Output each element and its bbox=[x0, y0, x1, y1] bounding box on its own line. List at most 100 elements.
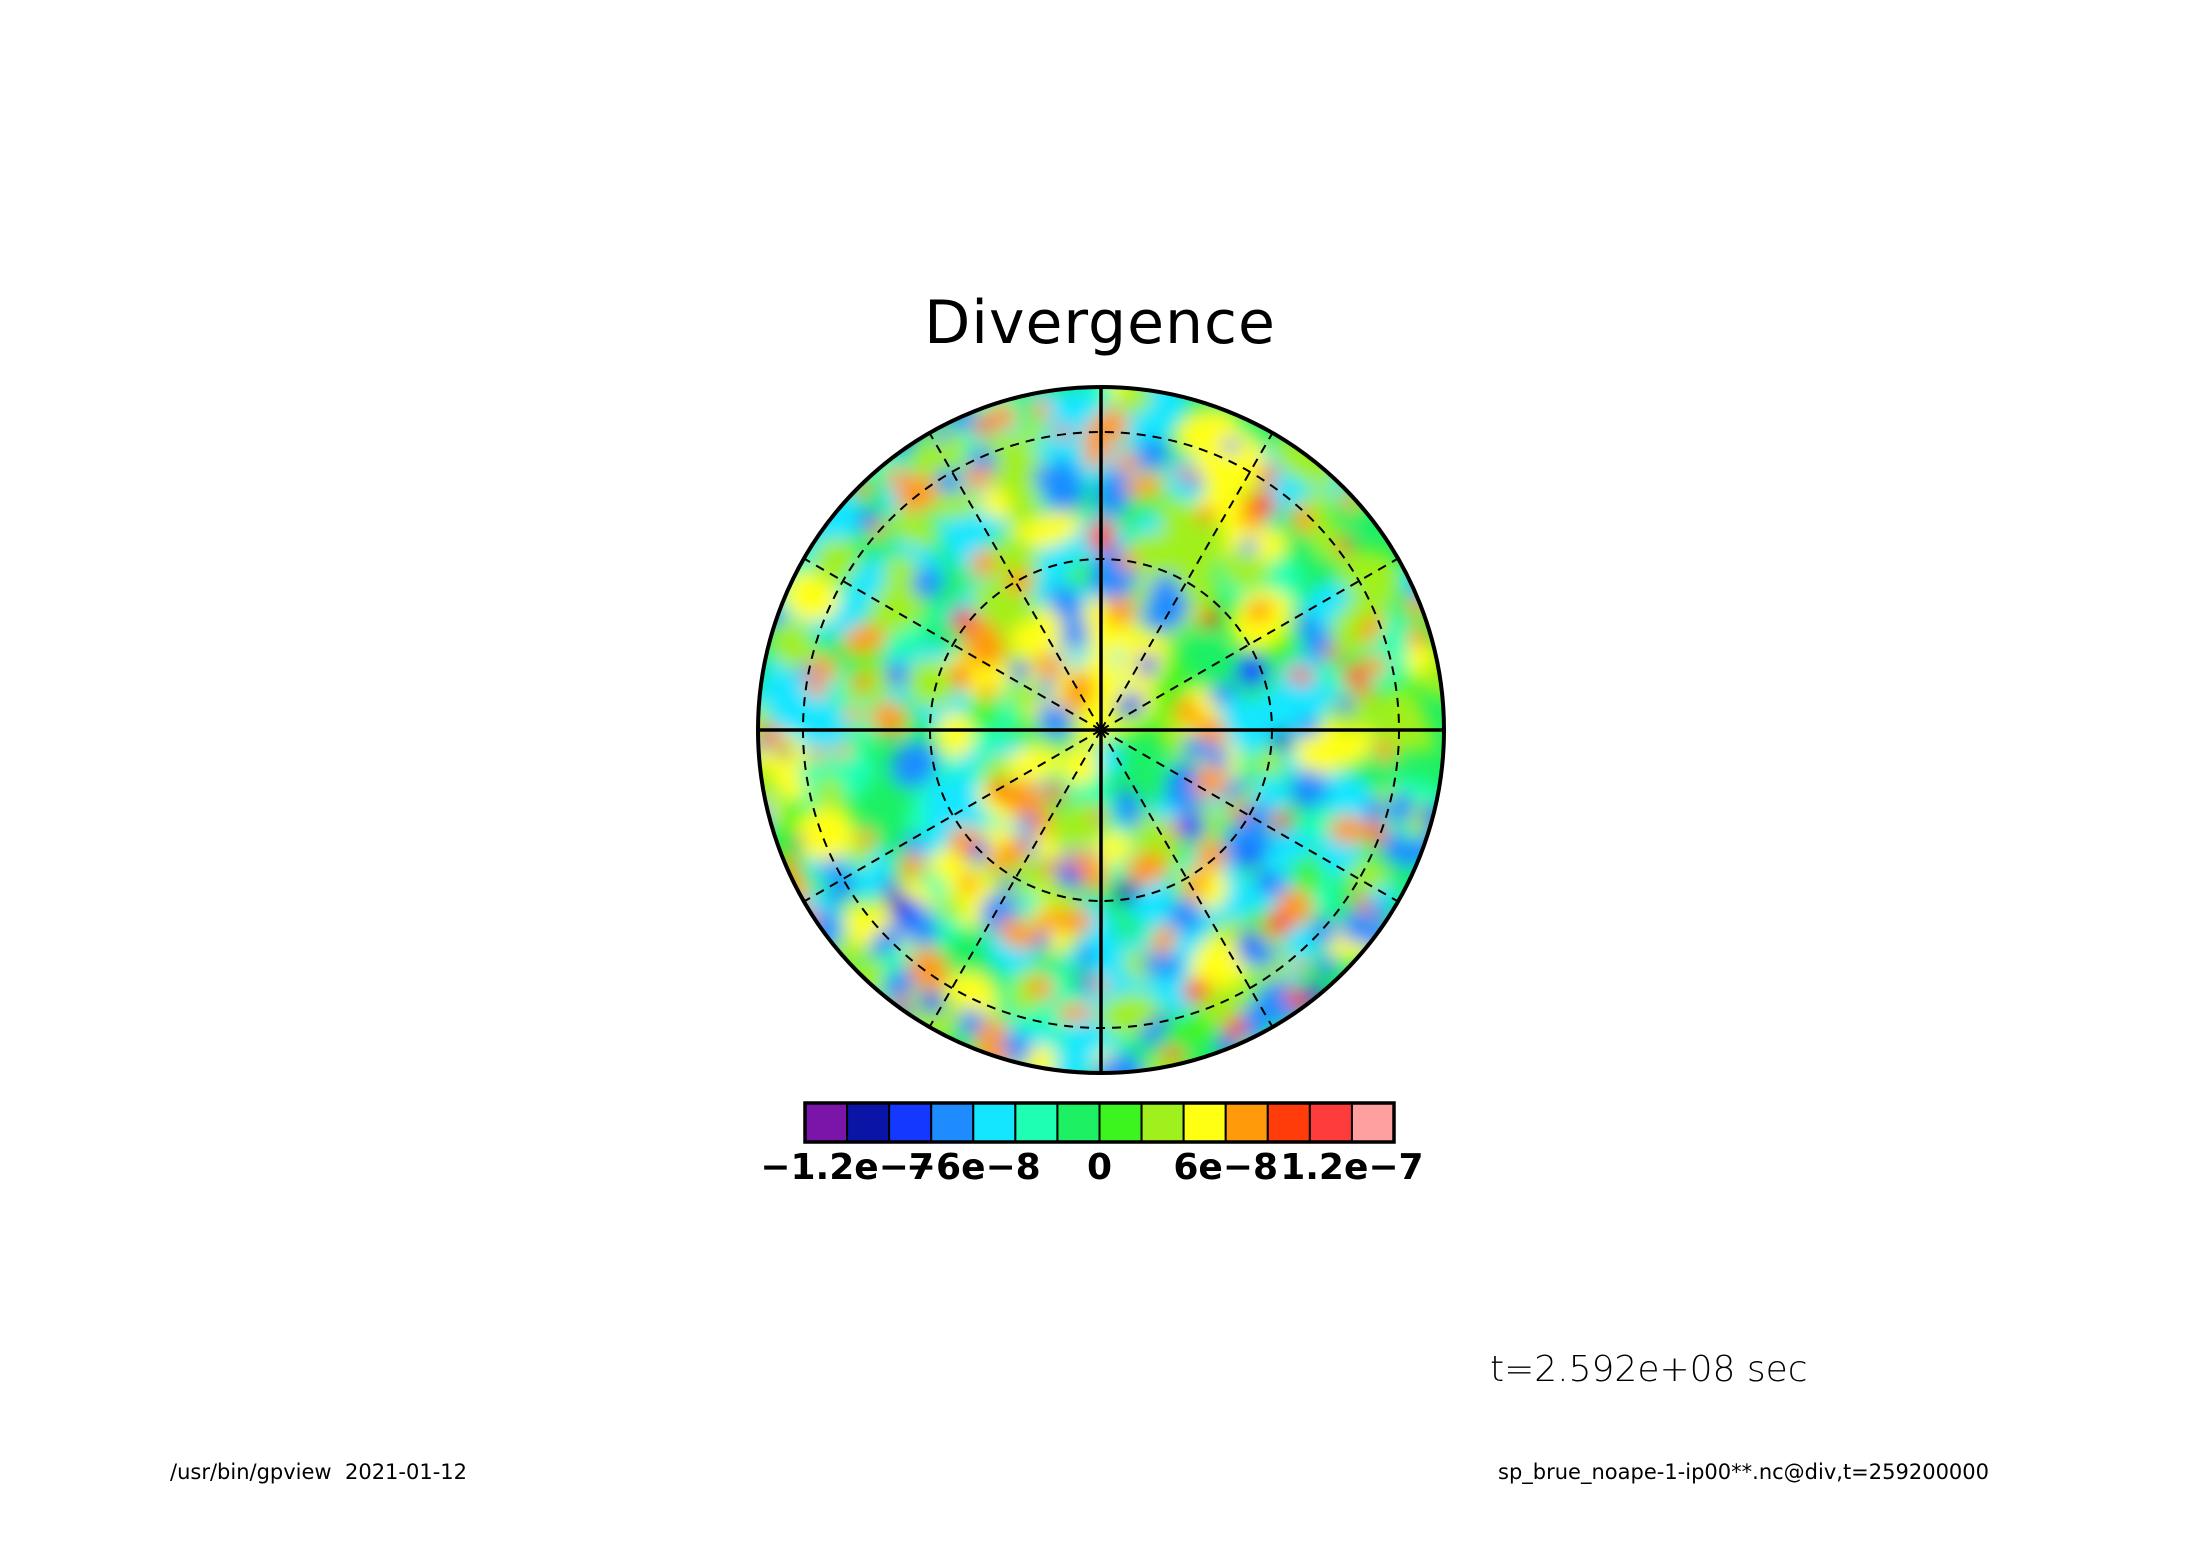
field-blob bbox=[1337, 697, 1355, 713]
field-blob bbox=[869, 701, 907, 737]
field-blob bbox=[1222, 820, 1272, 868]
field-blob bbox=[889, 509, 937, 547]
field-blob bbox=[1138, 1023, 1162, 1046]
field-blob bbox=[1055, 425, 1071, 440]
colorbar-swatch bbox=[1098, 1102, 1143, 1143]
field-blob bbox=[1072, 851, 1107, 891]
field-blob bbox=[1251, 491, 1277, 516]
field-blob bbox=[1057, 864, 1080, 888]
field-blob bbox=[1033, 908, 1062, 934]
colorbar-swatch bbox=[1182, 1102, 1227, 1143]
field-blob bbox=[1000, 837, 1029, 867]
field-blob bbox=[1020, 421, 1048, 445]
field-blob bbox=[858, 827, 875, 848]
field-blob bbox=[1034, 931, 1051, 951]
field-blob bbox=[1316, 954, 1338, 976]
field-blob bbox=[1168, 898, 1204, 933]
colorbar-swatch bbox=[804, 1102, 849, 1143]
field-blob bbox=[1221, 777, 1247, 801]
field-blob bbox=[1201, 764, 1227, 796]
field-blob bbox=[1142, 588, 1190, 632]
field-blob bbox=[1134, 438, 1170, 472]
field-blob bbox=[1137, 879, 1175, 930]
field-blob bbox=[1240, 850, 1261, 868]
field-blob bbox=[1259, 830, 1314, 868]
field-blob bbox=[983, 754, 1015, 786]
field-blob bbox=[1160, 1046, 1186, 1062]
field-blob bbox=[895, 474, 938, 513]
field-blob bbox=[1184, 868, 1207, 901]
field-blob bbox=[1007, 746, 1061, 781]
field-blob bbox=[1293, 958, 1309, 974]
field-blob bbox=[1035, 653, 1064, 678]
field-blob bbox=[1007, 1039, 1029, 1065]
field-blob bbox=[827, 873, 855, 906]
field-blob bbox=[809, 655, 839, 681]
field-blob bbox=[803, 677, 827, 699]
field-blob bbox=[1225, 1015, 1247, 1040]
field-blob bbox=[1176, 465, 1194, 482]
field-blob bbox=[1271, 809, 1291, 830]
field-blob bbox=[1358, 614, 1383, 643]
field-blob bbox=[808, 746, 827, 762]
field-blob bbox=[1059, 619, 1090, 650]
field-blob bbox=[1196, 840, 1227, 872]
field-blob bbox=[1363, 655, 1387, 677]
field-blob bbox=[977, 684, 999, 699]
field-blob bbox=[883, 555, 919, 591]
field-blob bbox=[1220, 783, 1258, 818]
field-blob bbox=[987, 403, 1017, 430]
colorbar-swatch bbox=[1350, 1102, 1396, 1143]
field-blob bbox=[1199, 609, 1220, 629]
field-blob bbox=[1422, 656, 1444, 700]
field-blob bbox=[1264, 911, 1293, 937]
map-boundary bbox=[756, 385, 1446, 1075]
colorbar-swatch bbox=[1140, 1102, 1185, 1143]
field-blob bbox=[902, 834, 924, 857]
map-grid bbox=[756, 385, 1446, 1075]
field-blob bbox=[1321, 648, 1343, 659]
field-blob bbox=[906, 658, 958, 708]
field-blob bbox=[868, 583, 924, 633]
field-blob bbox=[1008, 682, 1048, 708]
field-blob bbox=[1116, 694, 1145, 716]
field-blob bbox=[969, 549, 997, 576]
field-blob bbox=[974, 1019, 1009, 1048]
field-blob bbox=[1289, 769, 1329, 810]
field-blob bbox=[890, 741, 938, 788]
field-blob bbox=[912, 567, 944, 599]
field-blob bbox=[951, 662, 970, 690]
field-blob bbox=[937, 711, 975, 758]
footer-date: 2021-01-12 bbox=[344, 1460, 468, 1484]
field-blob bbox=[1356, 681, 1374, 698]
field-blob bbox=[1079, 946, 1094, 966]
field-blob bbox=[835, 743, 852, 759]
field-blob bbox=[1110, 387, 1152, 414]
field-blob bbox=[1291, 504, 1314, 534]
colorbar-swatch bbox=[1308, 1102, 1353, 1143]
field-blob bbox=[792, 834, 803, 851]
field-blob bbox=[885, 664, 908, 685]
field-blob bbox=[1040, 860, 1055, 876]
field-blob bbox=[1114, 450, 1139, 474]
colorbar-swatch bbox=[1056, 1102, 1101, 1143]
field-blob bbox=[1177, 813, 1205, 841]
colorbar-swatch bbox=[1266, 1102, 1311, 1143]
field-blob bbox=[986, 852, 1007, 873]
field-blob bbox=[1056, 1003, 1094, 1023]
field-blob bbox=[758, 704, 770, 751]
field-blob bbox=[1350, 664, 1369, 679]
footer-file-info: sp_brue_noape-1-ip00**.nc@div,t=25920000… bbox=[1498, 1460, 1990, 1484]
field-blob bbox=[1174, 698, 1199, 724]
colorbar-tick-label: 0 bbox=[1086, 1147, 1113, 1188]
field-blob bbox=[1044, 782, 1067, 801]
colorbar-tick-label: 6e−8 bbox=[1173, 1147, 1279, 1188]
field-blob bbox=[1032, 398, 1052, 420]
field-blob bbox=[1047, 459, 1078, 493]
field-blob bbox=[1271, 730, 1294, 749]
field-blob bbox=[1057, 908, 1094, 935]
field-blob bbox=[1179, 522, 1218, 556]
field-blob bbox=[853, 672, 869, 692]
field-blob bbox=[1010, 621, 1053, 660]
